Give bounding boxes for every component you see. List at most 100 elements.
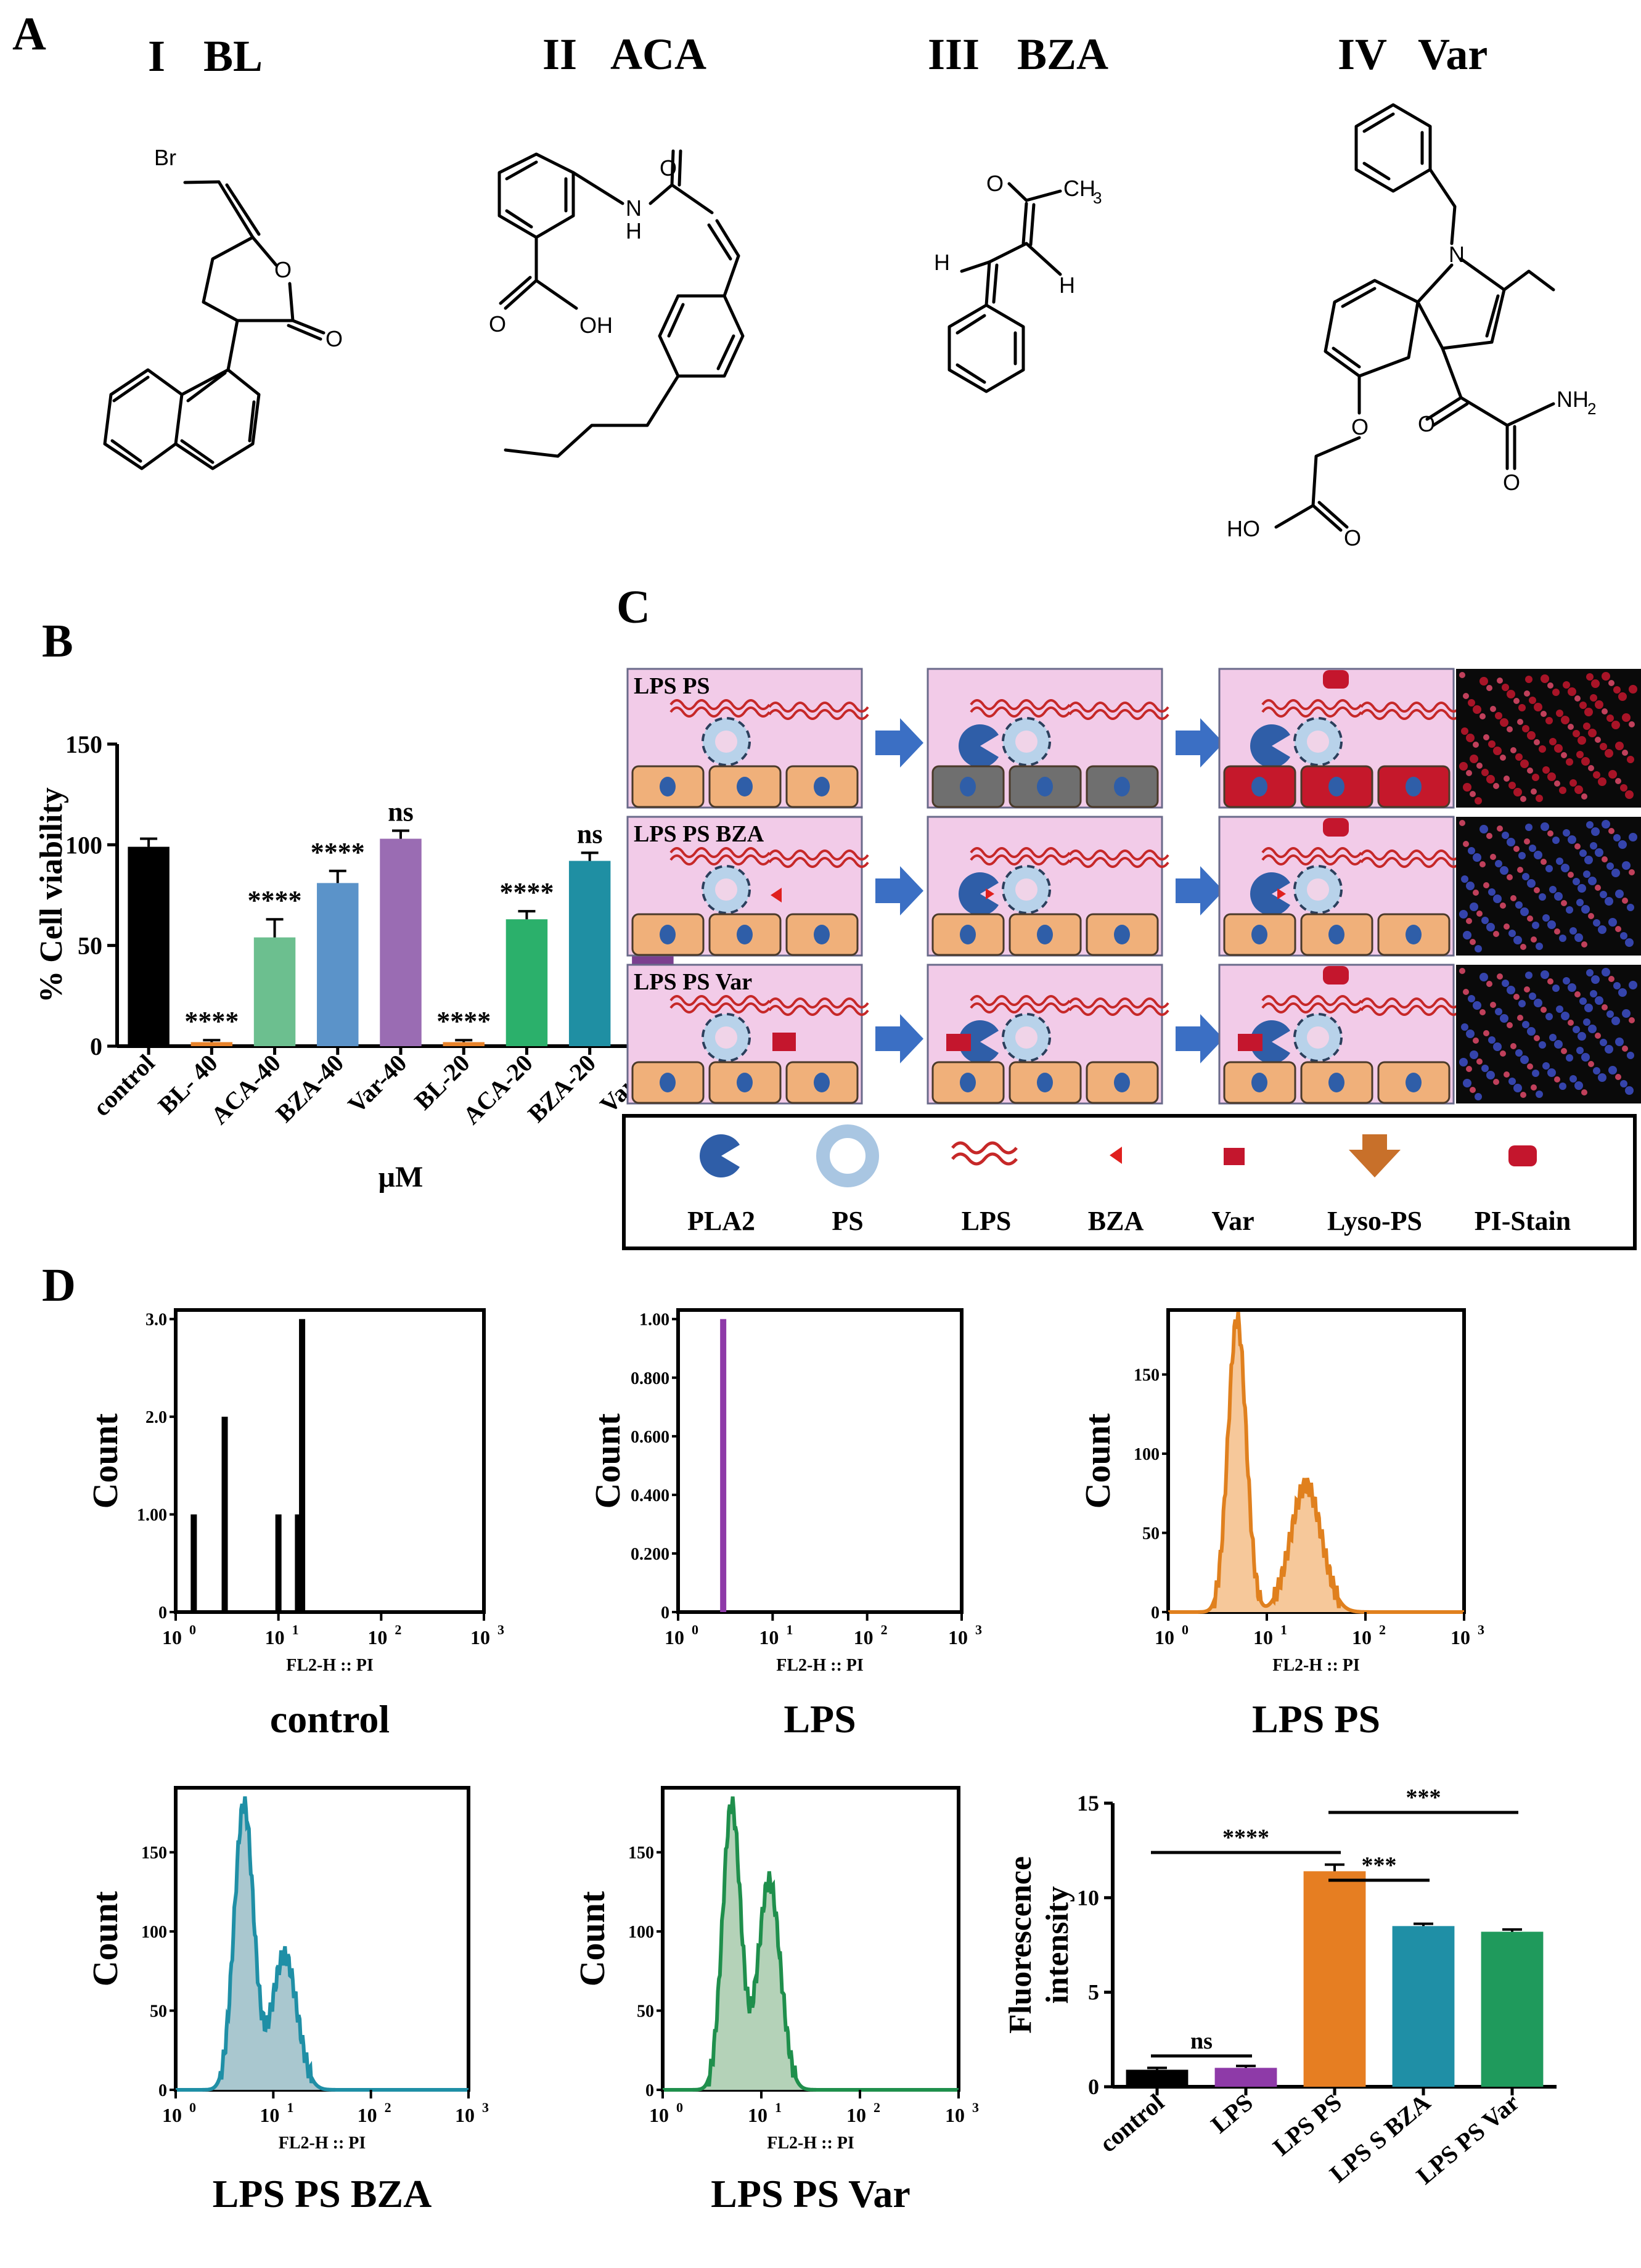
x-tick-exponent: 2 [1379,1622,1386,1637]
microscopy-cell [1615,1074,1621,1080]
microscopy-cell [1627,1052,1634,1059]
compound-titles: I BL II ACA III BZA IV Var [148,30,1488,81]
microscopy-cell [1500,718,1508,727]
microscopy-cell [1608,1066,1617,1075]
x-tick-label: 10 [748,2104,767,2126]
x-tick-exponent: 0 [676,2100,683,2115]
histogram-area [176,1796,469,2090]
ps-core [1307,1026,1329,1049]
legend-label: PLA2 [687,1206,755,1236]
microscopy-cell [1559,787,1566,794]
microscopy-cell [1473,1038,1479,1044]
microscopy-cell [1583,1018,1590,1026]
bar [380,838,422,1046]
cell-nucleus [960,1073,976,1092]
cell-nucleus [1114,1073,1130,1092]
atom-o-ring: O [274,257,292,282]
histogram-area [1168,1312,1464,1612]
x-tick-label: 10 [367,1626,387,1648]
lps-wave [1261,995,1362,1013]
microscopy-cell [1502,684,1509,691]
microscopy-cell [1547,1068,1556,1077]
atom-o-ketone: O [986,171,1004,196]
microscopy-cell [1541,970,1549,979]
microscopy-cell [1561,752,1567,758]
microscopy-cell [1581,793,1587,800]
y-axis-label-line1: Fluorescence [1003,1856,1038,2034]
structure-aca [497,149,745,458]
microscopy-cell [1629,869,1635,875]
pla2-enzyme [958,724,999,768]
compound-1-name: BL [203,31,263,81]
x-tick-label: BZA-20 [522,1049,601,1128]
cell-nucleus [1328,777,1344,796]
microscopy-cell [1527,731,1536,740]
atom-o-acid-var: O [1344,525,1361,551]
structure-bl [103,180,325,470]
lps-wave [1360,997,1461,1016]
bar [1126,2069,1189,2087]
cell-nucleus [1406,777,1422,796]
microscopy-cell [1524,838,1530,845]
microscopy-cell [1493,895,1502,903]
microscopy-cell [1583,723,1590,730]
microscopy-cell [1552,837,1560,844]
microscopy-cell [1561,716,1569,724]
microscopy-cell [1608,828,1614,834]
microscopy-cell [1549,738,1557,745]
microscopy-cell [1545,1013,1553,1020]
bar [1481,1931,1544,2087]
microscopy-cell [1532,1070,1539,1077]
atom-br: Br [154,145,176,170]
atom-o-amide: O [660,155,677,181]
y-tick-label: 15 [1077,1791,1099,1816]
microscopy-cell [1561,900,1567,906]
microscopy-cell [1536,943,1543,950]
lps-wave [1261,699,1362,718]
microscopy-cell [1563,977,1570,985]
x-tick-label: 10 [1253,1626,1273,1648]
x-tick-exponent: 0 [692,1622,698,1637]
x-tick-exponent: 2 [395,1622,401,1637]
microscopy-cell [1486,981,1492,987]
microscopy-cell [1573,730,1580,737]
compound-4-name: Var [1418,30,1488,79]
microscopy-cell [1488,740,1496,748]
microscopy-cell [1517,719,1523,725]
atom-h-beta: H [1059,272,1075,298]
significance-label: ns [577,819,603,849]
microscopy-cell [1588,877,1597,885]
microscopy-cell [1500,1014,1508,1023]
y-tick-label: 0.600 [631,1428,669,1447]
microscopy-cell [1475,945,1482,952]
microscopy-cell [1525,824,1533,831]
microscopy-cell [1584,856,1593,864]
microscopy-cell [1461,1023,1468,1031]
histogram-line [663,1796,959,2092]
microscopy-cell [1536,1091,1543,1098]
microscopy-cell [1547,920,1556,929]
x-tick-label: Var-40 [342,1049,412,1119]
lps-wave [970,995,1071,1013]
microscopy-cell [1613,834,1621,841]
microscopy-cell [1554,780,1560,787]
pla2-enzyme [958,872,999,915]
cell-nucleus [660,925,676,944]
atom-h-alpha: H [934,250,950,275]
x-tick-label: BZA-40 [270,1049,349,1128]
microscopy-cell [1590,694,1597,702]
microscopy-cell [1615,742,1624,750]
schematic: LPS PS LPS PS BZA LPS PS Var PLA2 PS LPS BZA Va… [622,668,1641,1250]
x-axis-label: FL2-H :: PI [286,1656,374,1675]
legend-label: BZA [1088,1206,1144,1236]
microscopy-cell [1591,827,1600,836]
x-tick-exponent: 2 [385,2100,391,2115]
microscopy-cell [1593,1067,1600,1075]
flow-arrow [875,718,923,768]
var-marker [772,1033,796,1051]
legend-label: PI-Stain [1475,1206,1571,1236]
microscopy-cell [1615,778,1621,784]
x-tick-exponent: 3 [482,2100,489,2115]
microscopy-cell [1586,969,1594,976]
x-tick-label: 10 [265,1626,285,1648]
